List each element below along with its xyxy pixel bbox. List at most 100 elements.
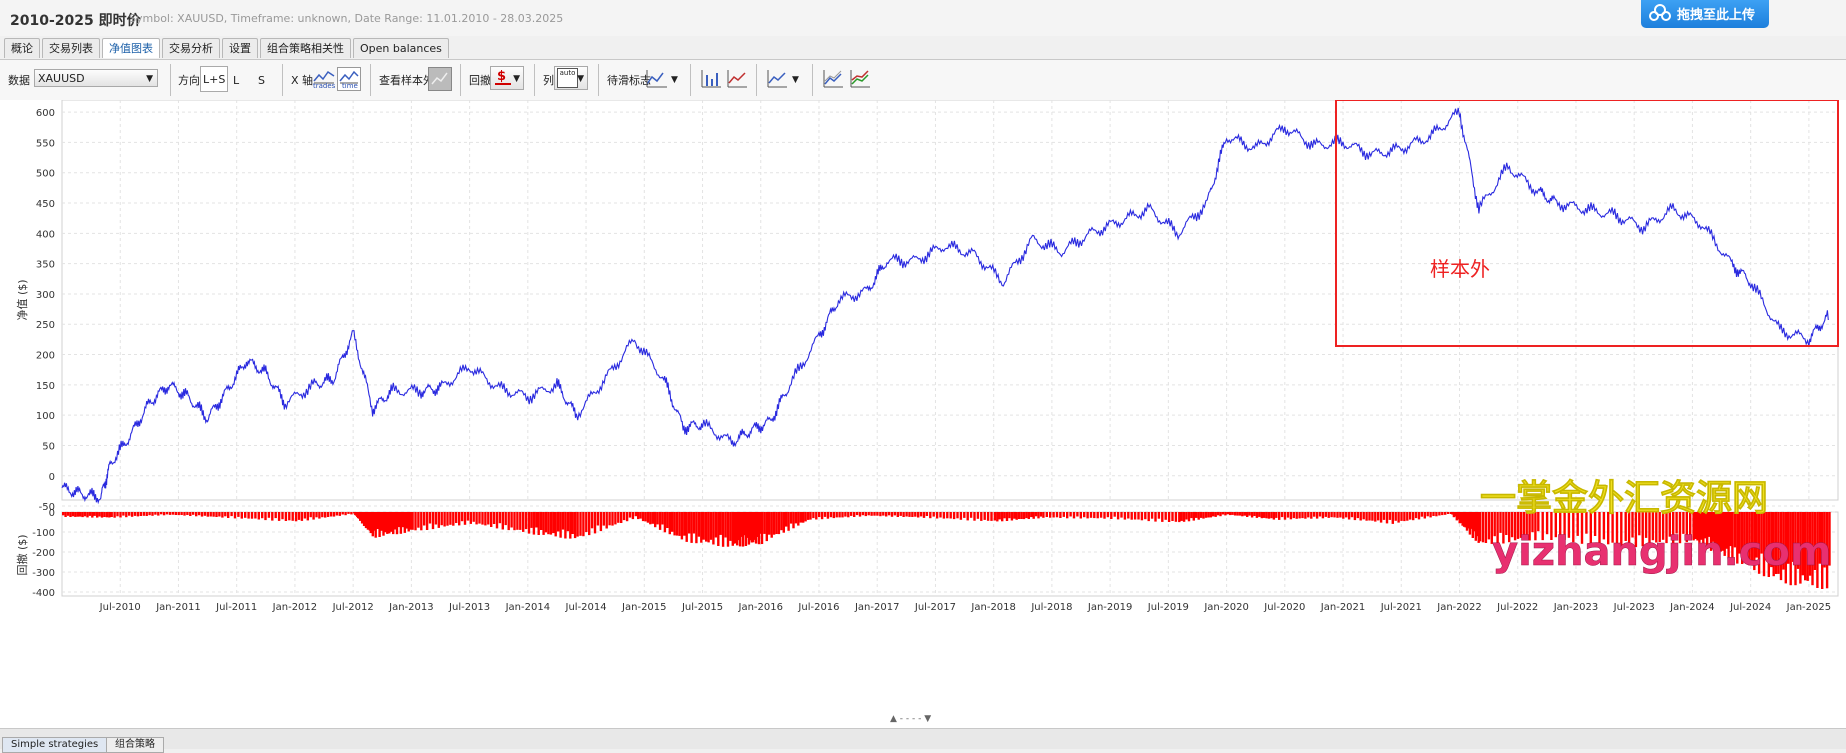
equity-tick-label: 450 (36, 199, 55, 210)
watermark-line1: 一掌金外汇资源网 (1480, 477, 1768, 519)
drawdown-bar (1250, 512, 1254, 518)
drawdown-bar (1537, 512, 1540, 532)
drawdown-bar (733, 512, 736, 544)
line-chart-button[interactable] (725, 67, 749, 91)
drawdown-bar (746, 512, 749, 538)
tab-simple-strategies[interactable]: Simple strategies (2, 737, 108, 753)
drawdown-bar (380, 512, 383, 531)
bar-chart-button[interactable] (699, 67, 723, 91)
direction-l-button[interactable]: L (233, 73, 240, 87)
drawdown-bar (858, 512, 862, 517)
drawdown-bar (637, 512, 640, 520)
chevron-down-icon[interactable]: ▼ (792, 75, 799, 85)
symbol-value: XAUUSD (38, 72, 85, 85)
drawdown-bar (812, 512, 815, 519)
drawdown-bar (1585, 512, 1588, 534)
drawdown-bar (668, 512, 671, 535)
multi-line-icon (850, 70, 870, 88)
drawdown-bar (939, 512, 942, 518)
tab-overview[interactable]: 概论 (4, 38, 40, 58)
drawdown-bar (1032, 512, 1035, 519)
separator (812, 64, 813, 96)
drawdown-bar (1167, 512, 1171, 522)
drawdown-bar (254, 512, 257, 519)
drawdown-bar (1267, 512, 1271, 519)
drawdown-tick-label: -100 (32, 528, 55, 539)
tab-trade-list[interactable]: 交易列表 (42, 38, 100, 58)
multi-line-button[interactable] (848, 67, 872, 91)
drawdown-bar (428, 512, 432, 524)
drawdown-select[interactable]: $ ▼ (490, 66, 524, 90)
drawdown-bar (455, 512, 458, 523)
drawdown-bar (423, 512, 426, 526)
drawdown-bar (186, 512, 189, 515)
drawdown-bar (777, 512, 781, 535)
drawdown-bar (792, 512, 795, 529)
drawdown-bar (1694, 512, 1697, 539)
drawdown-bar (64, 512, 67, 517)
drawdown-bar (1263, 512, 1266, 518)
xaxis-trades-button[interactable]: trades (312, 67, 336, 91)
drawdown-bar (200, 512, 204, 517)
x-tick-label: Jul-2016 (797, 602, 839, 613)
tab-open-balances[interactable]: Open balances (353, 38, 449, 58)
drawdown-bar (911, 512, 914, 517)
drawdown-bar (460, 512, 464, 522)
x-tick-label: Jan-2014 (505, 602, 550, 613)
xaxis-time-button[interactable]: time (337, 67, 361, 91)
drawdown-bar (116, 512, 119, 517)
separator (170, 64, 171, 96)
smooth-button[interactable] (645, 67, 669, 91)
drawdown-bar (1502, 512, 1505, 544)
drawdown-bar (692, 512, 696, 534)
drawdown-bar (452, 512, 455, 526)
drawdown-bar (1403, 512, 1406, 522)
columns-select[interactable]: auto ▼ (554, 66, 588, 90)
separator (282, 64, 283, 96)
drawdown-bar (1069, 512, 1072, 517)
drawdown-bar (230, 512, 233, 517)
splitter-handle[interactable]: ▲ - - - - ▼ (890, 714, 932, 724)
chevron-down-icon[interactable]: ▼ (671, 75, 678, 85)
drawdown-bar (996, 512, 999, 522)
drawdown-bar (154, 512, 157, 515)
compare-chart-button[interactable] (821, 67, 845, 91)
drawdown-bar (1243, 512, 1246, 516)
upload-button[interactable]: 拖拽至此上传 (1641, 0, 1769, 28)
chart-style-button[interactable] (765, 67, 789, 91)
drawdown-bar (281, 512, 284, 520)
drawdown-bar (1202, 512, 1205, 519)
drawdown-bar (1086, 512, 1089, 519)
drawdown-bar (315, 512, 318, 518)
oos-toggle-button[interactable] (428, 67, 452, 91)
drawdown-bar (257, 512, 260, 520)
drawdown-bar (1782, 512, 1785, 570)
drawdown-bar (157, 512, 160, 516)
svg-text:$: $ (497, 69, 506, 84)
tab-portfolio[interactable]: 组合策略 (106, 737, 164, 753)
tab-trade-analysis[interactable]: 交易分析 (162, 38, 220, 58)
chevron-down-icon: ▼ (146, 74, 153, 84)
drawdown-bar (1001, 512, 1004, 522)
direction-ls-button[interactable]: L+S (200, 66, 229, 92)
tab-settings[interactable]: 设置 (222, 38, 258, 58)
symbol-select[interactable]: XAUUSD ▼ (34, 69, 158, 87)
drawdown-bar (1823, 512, 1826, 568)
app-subtitle: Symbol: XAUUSD, Timeframe: unknown, Date… (129, 12, 564, 25)
tab-equity-chart[interactable]: 净值图表 (102, 38, 160, 58)
drawdown-bar (1723, 512, 1726, 556)
drawdown-bar (1195, 512, 1198, 518)
drawdown-bar (1164, 512, 1167, 520)
tab-correlation[interactable]: 组合策略相关性 (260, 38, 351, 58)
drawdown-bar (1420, 512, 1424, 517)
drawdown-bar (1429, 512, 1432, 518)
drawdown-bar (559, 512, 562, 538)
drawdown-bar (873, 512, 876, 516)
drawdown-bar (224, 512, 227, 517)
drawdown-bar (752, 512, 755, 543)
direction-s-button[interactable]: S (258, 73, 265, 87)
drawdown-bar (306, 512, 309, 521)
drawdown-bar (1248, 512, 1251, 516)
drawdown-bar (1460, 512, 1463, 523)
drawdown-bar (1374, 512, 1377, 522)
